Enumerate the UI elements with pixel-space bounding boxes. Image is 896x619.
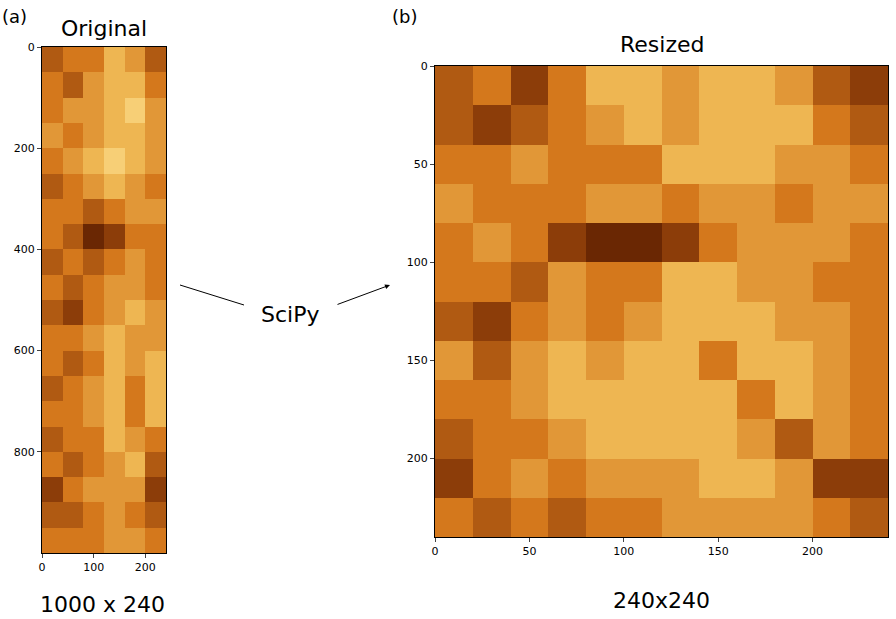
svg-text:100: 100 (613, 545, 634, 558)
svg-text:100: 100 (83, 561, 104, 574)
svg-text:0: 0 (421, 60, 428, 73)
svg-text:200: 200 (802, 545, 823, 558)
svg-text:0: 0 (39, 561, 46, 574)
svg-text:200: 200 (407, 452, 428, 465)
svg-text:0: 0 (432, 545, 439, 558)
svg-text:Original: Original (61, 16, 147, 41)
svg-text:50: 50 (522, 545, 536, 558)
svg-text:240x240: 240x240 (613, 588, 710, 613)
svg-text:100: 100 (407, 256, 428, 269)
svg-text:400: 400 (14, 243, 35, 256)
svg-text:800: 800 (14, 446, 35, 459)
svg-text:Resized: Resized (620, 32, 704, 57)
svg-text:200: 200 (14, 142, 35, 155)
svg-text:(b): (b) (392, 6, 417, 27)
svg-text:150: 150 (708, 545, 729, 558)
svg-text:150: 150 (407, 354, 428, 367)
svg-text:600: 600 (14, 344, 35, 357)
svg-text:1000 x 240: 1000 x 240 (40, 592, 165, 617)
svg-text:0: 0 (28, 41, 35, 54)
svg-text:200: 200 (135, 561, 156, 574)
svg-text:SciPy: SciPy (261, 302, 319, 327)
svg-text:(a): (a) (2, 6, 27, 27)
svg-text:50: 50 (414, 158, 428, 171)
